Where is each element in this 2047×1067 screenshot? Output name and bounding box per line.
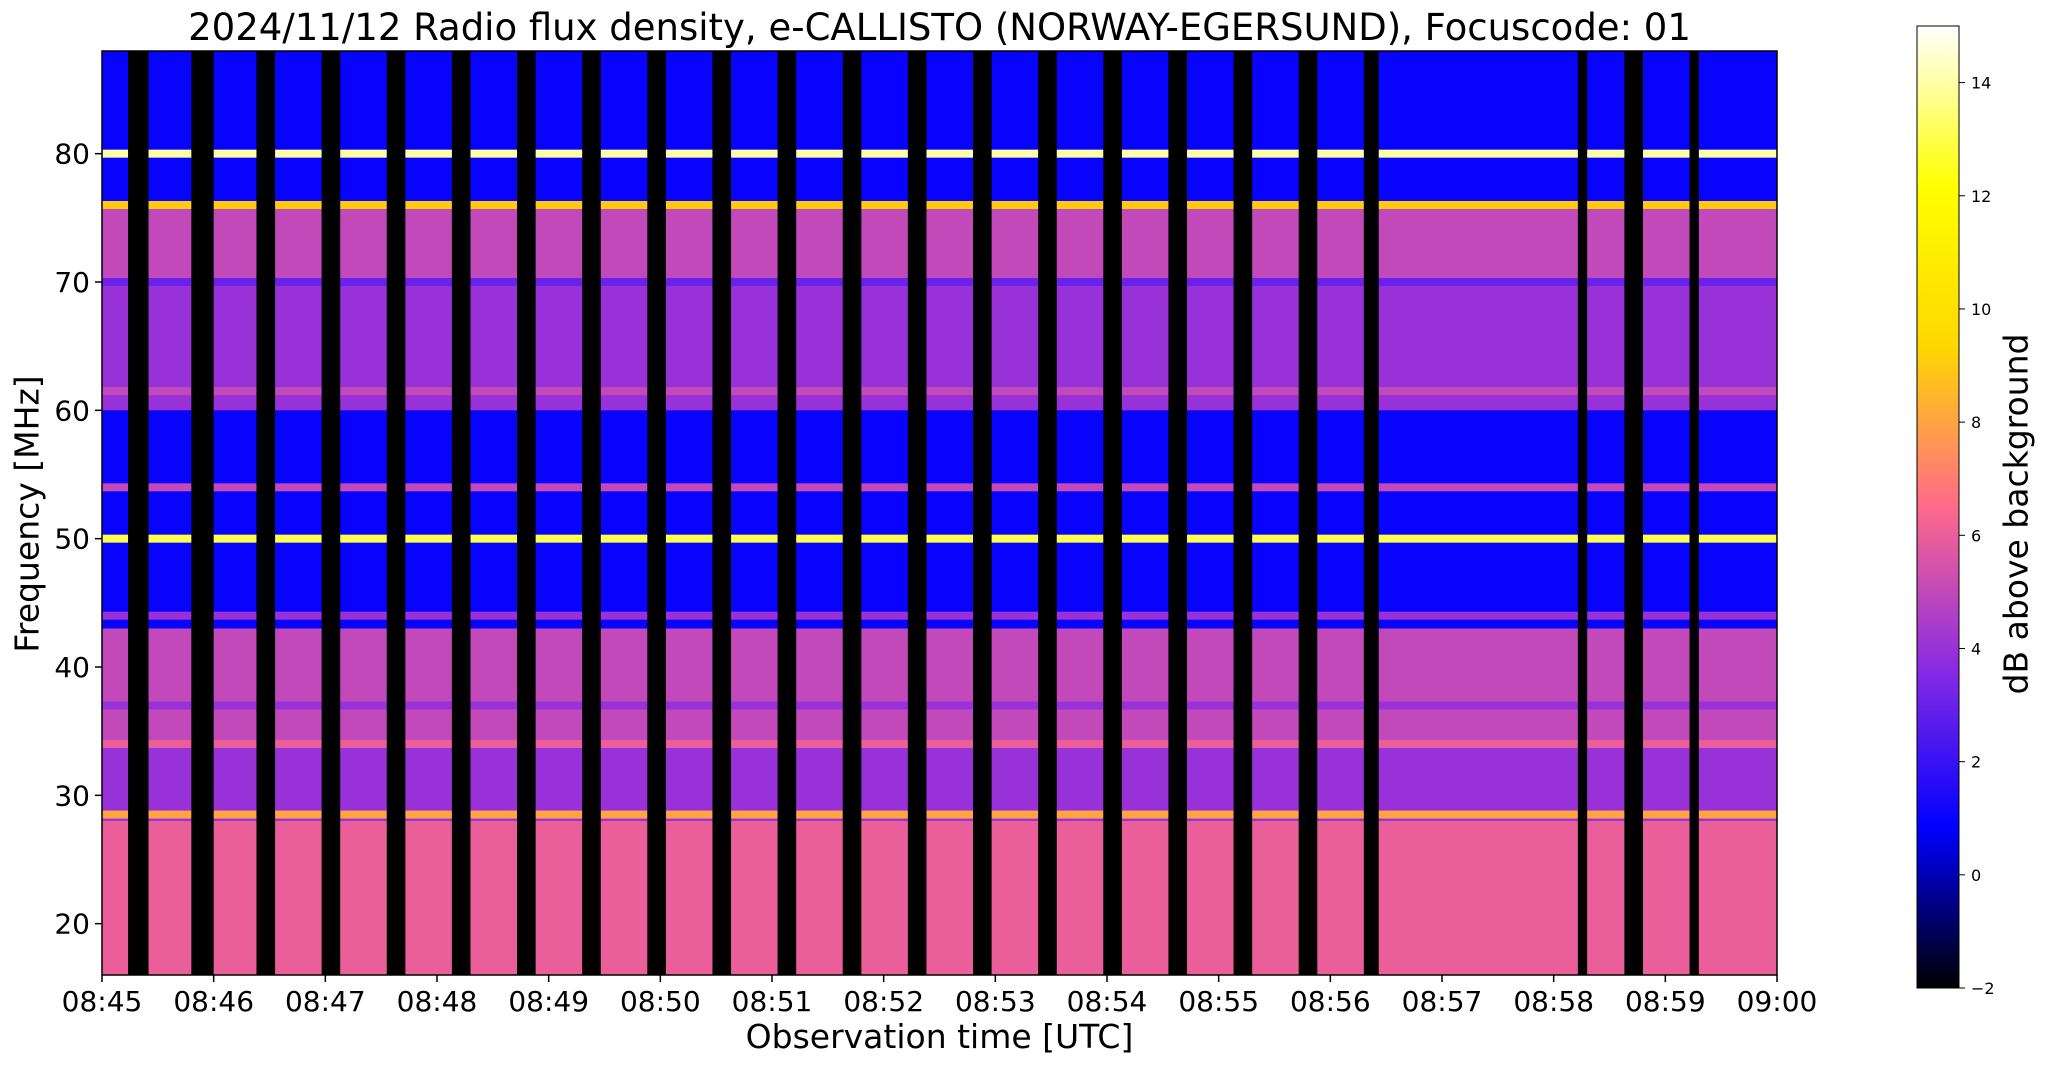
x-tick-label: 08:55 xyxy=(1178,985,1259,1018)
colorbar-tick-label: 6 xyxy=(1971,526,1981,545)
rfi-line-34 xyxy=(102,740,1777,748)
y-tick-label: 30 xyxy=(54,779,90,812)
colorbar-tick-label: 0 xyxy=(1971,866,1981,885)
data-gap-2 xyxy=(256,51,276,975)
x-tick-label: 08:50 xyxy=(620,985,701,1018)
y-axis: 20 30 40 50 60 70 80 xyxy=(54,138,102,941)
x-tick-label: 09:00 xyxy=(1737,985,1818,1018)
heatmap-band-3 xyxy=(102,410,1777,629)
x-tick-label: 08:45 xyxy=(62,985,143,1018)
rfi-line-50 xyxy=(102,534,1777,543)
heatmap-band-6 xyxy=(102,51,1777,205)
x-tick-label: 08:57 xyxy=(1402,985,1483,1018)
data-gap-15 xyxy=(1103,51,1122,975)
data-gap-8 xyxy=(647,51,666,975)
x-tick-label: 08:59 xyxy=(1625,985,1706,1018)
y-tick-label: 60 xyxy=(54,394,90,427)
data-gap-16 xyxy=(1168,51,1188,975)
data-gap-6 xyxy=(517,51,536,975)
colorbar-tick-label: 2 xyxy=(1971,753,1981,772)
rfi-line-70 xyxy=(102,278,1777,286)
data-gap-13 xyxy=(973,51,992,975)
x-tick-label: 08:51 xyxy=(732,985,813,1018)
colorbar-tick-label: 8 xyxy=(1971,413,1981,432)
data-gap-1 xyxy=(191,51,214,975)
data-gap-18 xyxy=(1298,51,1318,975)
x-axis-label: Observation time [UTC] xyxy=(745,1017,1134,1056)
x-tick-label: 08:52 xyxy=(843,985,924,1018)
heatmap-band-0 xyxy=(102,821,1777,975)
data-gap-14 xyxy=(1038,51,1057,975)
x-tick-label: 08:56 xyxy=(1290,985,1371,1018)
data-gap-0 xyxy=(128,51,149,975)
y-tick-label: 40 xyxy=(54,651,90,684)
x-tick-label: 08:54 xyxy=(1067,985,1148,1018)
x-tick-label: 08:46 xyxy=(173,985,254,1018)
colorbar-tick-label: 4 xyxy=(1971,639,1981,658)
rfi-line-76 xyxy=(102,201,1777,209)
x-tick-label: 08:58 xyxy=(1513,985,1594,1018)
y-tick-label: 70 xyxy=(54,266,90,299)
heatmap-band-1 xyxy=(102,744,1777,821)
data-gap-22 xyxy=(1689,51,1699,975)
data-gap-3 xyxy=(321,51,341,975)
rfi-line-54 xyxy=(102,483,1777,492)
chart-title: 2024/11/12 Radio flux density, e-CALLIST… xyxy=(188,6,1691,49)
data-gap-12 xyxy=(907,51,927,975)
heatmap-band-2 xyxy=(102,628,1777,744)
x-axis: 08:45 08:46 08:47 08:48 08:49 08:50 08:51 08:52… xyxy=(62,975,1818,1018)
heatmap-band-5 xyxy=(102,205,1777,282)
data-gap-21 xyxy=(1624,51,1643,975)
data-gap-5 xyxy=(451,51,471,975)
colorbar-tick-label: 14 xyxy=(1971,74,1991,93)
data-gap-11 xyxy=(842,51,862,975)
data-gap-9 xyxy=(712,51,732,975)
data-gap-19 xyxy=(1363,51,1379,975)
x-tick-label: 08:47 xyxy=(285,985,366,1018)
data-gap-20 xyxy=(1577,51,1588,975)
y-tick-label: 80 xyxy=(54,138,90,171)
rfi-line-28-5 xyxy=(102,810,1777,819)
data-gap-4 xyxy=(386,51,406,975)
colorbar-tick-label: 12 xyxy=(1971,187,1991,206)
colorbar xyxy=(1916,25,1960,989)
spectrogram-heatmap xyxy=(102,51,1777,975)
y-tick-label: 20 xyxy=(54,908,90,941)
data-gap-10 xyxy=(777,51,797,975)
colorbar-tick-label: −2 xyxy=(1971,979,1995,998)
rfi-line-44 xyxy=(102,611,1777,620)
x-tick-label: 08:49 xyxy=(508,985,589,1018)
x-tick-label: 08:53 xyxy=(955,985,1036,1018)
y-tick-label: 50 xyxy=(54,523,90,556)
colorbar-tick-label: 10 xyxy=(1971,300,1991,319)
rfi-line-80 xyxy=(102,149,1777,158)
rfi-line-37 xyxy=(102,701,1777,710)
plot-frame xyxy=(101,50,1778,976)
rfi-line-61-5 xyxy=(102,387,1777,396)
colorbar-axis: −2 0 2 4 6 8 10 12 14 xyxy=(1959,74,1995,998)
x-tick-label: 08:48 xyxy=(397,985,478,1018)
data-gap-17 xyxy=(1233,51,1253,975)
data-gap-7 xyxy=(582,51,601,975)
